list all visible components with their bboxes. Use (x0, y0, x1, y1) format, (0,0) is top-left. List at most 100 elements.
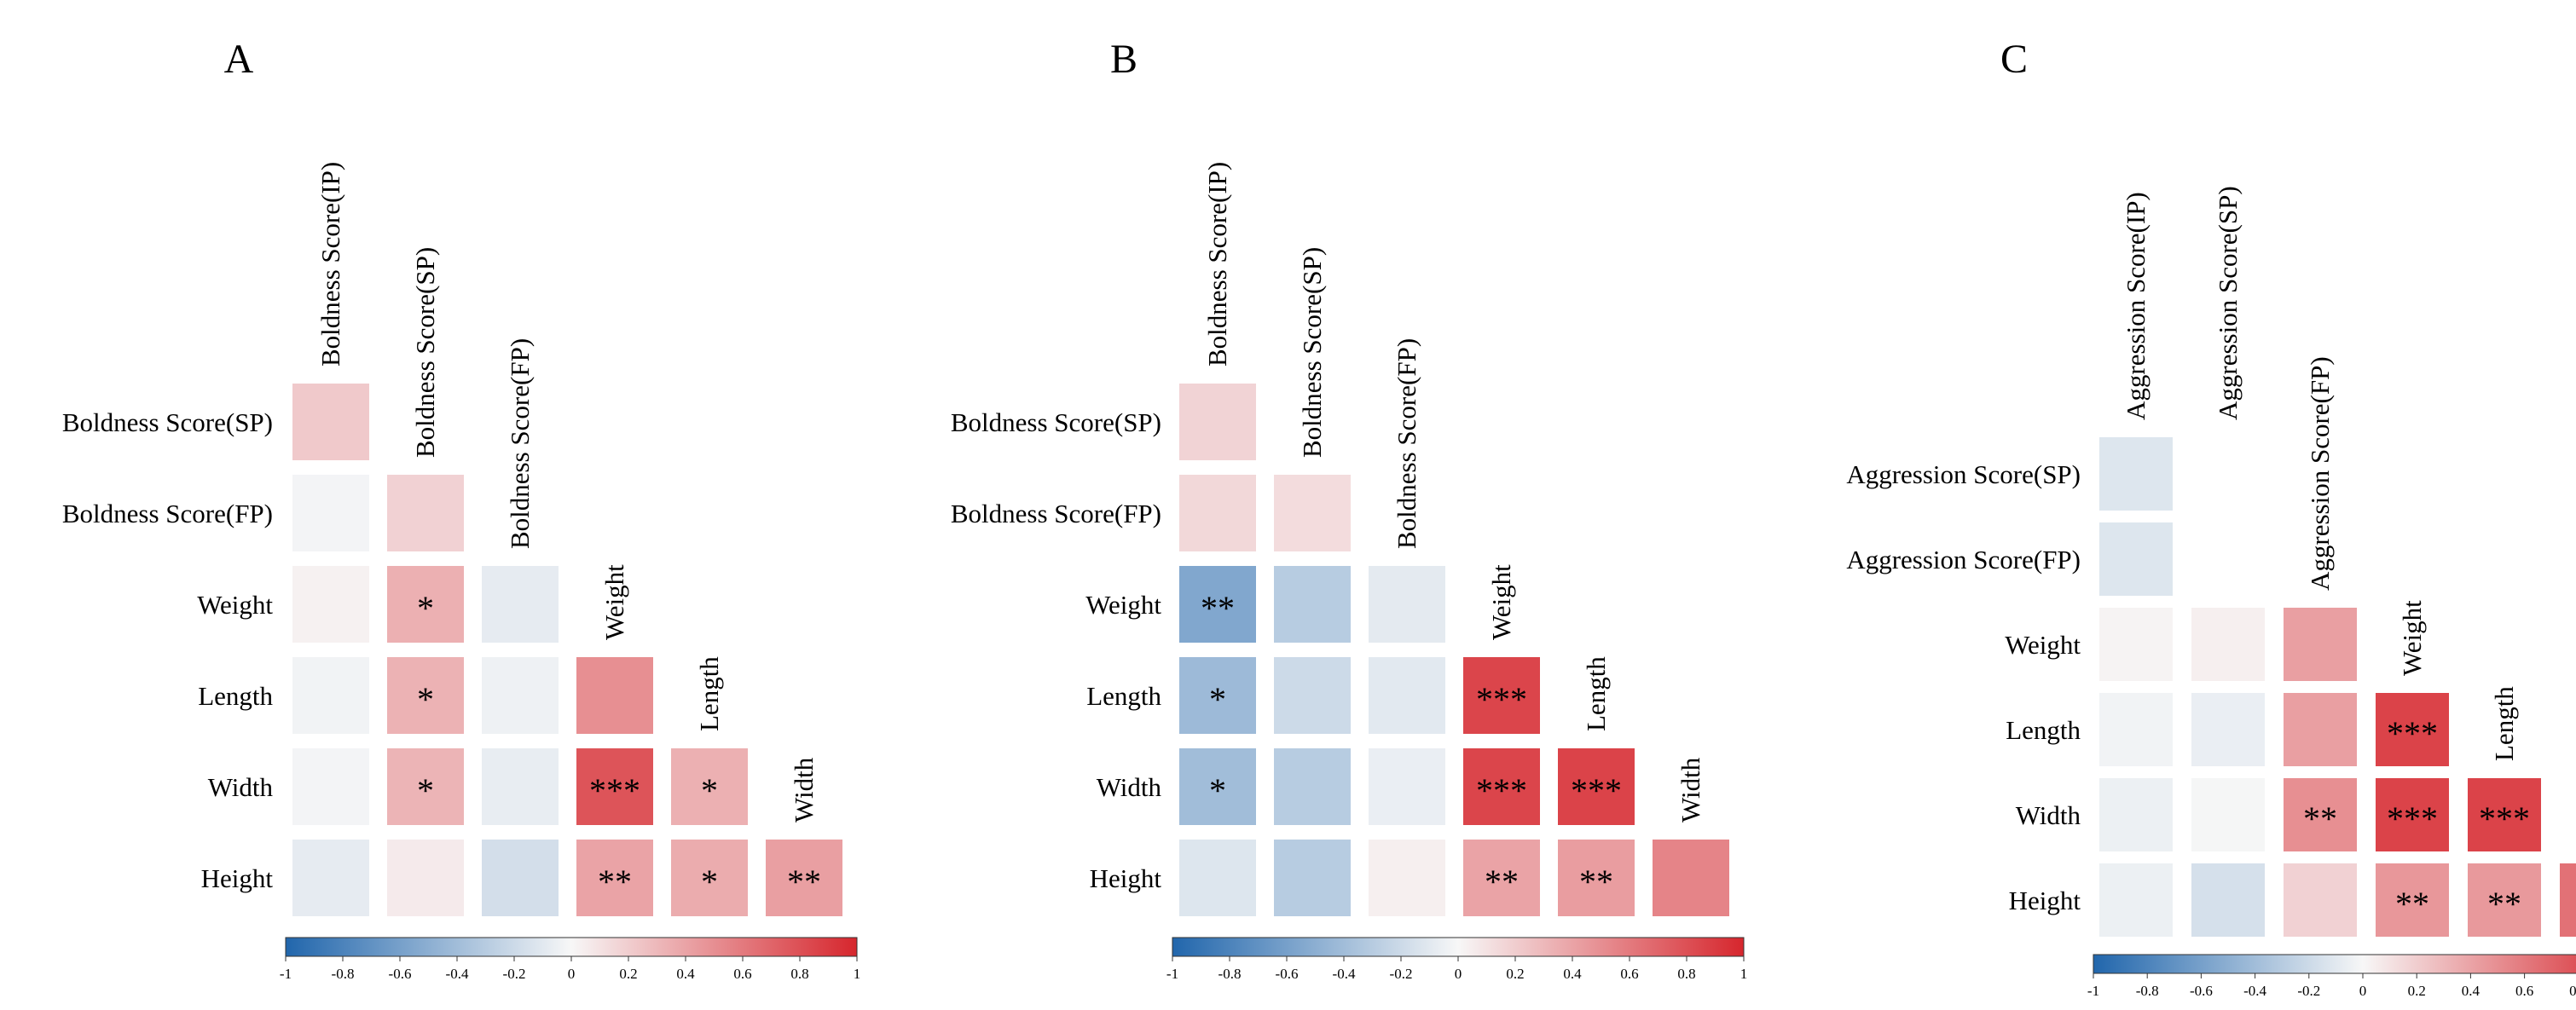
heatmap-cell (1179, 384, 1256, 460)
scale-tick-label: 0.2 (2408, 983, 2426, 999)
significance-mark: ** (787, 863, 821, 901)
significance-mark: ** (1485, 863, 1519, 901)
row-label: Width (208, 772, 274, 802)
heatmap-cell (671, 840, 748, 916)
heatmap-cell (1463, 748, 1540, 825)
row-label: Height (2009, 886, 2081, 915)
significance-mark: * (417, 589, 434, 627)
row-label: Aggression Score(SP) (1846, 459, 2081, 489)
col-label: Weight (2397, 600, 2427, 676)
scale-tick-label: 0.6 (2515, 983, 2533, 999)
row-label: Height (1090, 863, 1162, 893)
col-label: Boldness Score(SP) (1297, 247, 1327, 458)
col-label: Length (1581, 656, 1611, 731)
panel-label-a: A (224, 37, 254, 82)
row-label: Weight (1085, 590, 1161, 620)
heatmap-cell (387, 840, 464, 916)
row-label: Length (1086, 681, 1161, 711)
heatmap-cell (766, 840, 842, 916)
heatmap-cell (2284, 608, 2357, 681)
heatmap-cell (2376, 778, 2449, 851)
heatmap-cell (292, 840, 369, 916)
heatmap-cell (2191, 693, 2265, 766)
heatmap-cell (1653, 840, 1729, 916)
col-label: Boldness Score(SP) (410, 247, 440, 458)
significance-mark: *** (589, 771, 640, 810)
col-label: Weight (1486, 564, 1516, 640)
heatmap-cell (1179, 840, 1256, 916)
significance-mark: * (701, 771, 718, 810)
heatmap-cell (2099, 778, 2173, 851)
scale-tick-label: -1 (1166, 966, 1178, 982)
heatmap-cell (1369, 748, 1445, 825)
heatmap-cell (2191, 608, 2265, 681)
heatmap-cell (1558, 840, 1635, 916)
scale-tick-label: -0.6 (1276, 966, 1299, 982)
scale-tick-label: -0.8 (1219, 966, 1242, 982)
heatmap-cell (1274, 475, 1351, 551)
row-label: Boldness Score(SP) (62, 407, 273, 437)
significance-mark: *** (2387, 799, 2438, 838)
scale-tick-label: 0.8 (2569, 983, 2576, 999)
significance-mark: * (1209, 680, 1226, 719)
panel-label-b: B (1110, 37, 1137, 82)
scale-tick-label: 1 (1740, 966, 1748, 982)
heatmap-cell (1369, 657, 1445, 734)
scale-tick-label: -0.2 (2297, 983, 2320, 999)
heatmap-cell (1179, 566, 1256, 643)
heatmap-cell (1274, 566, 1351, 643)
color-scale-bar (1172, 937, 1745, 957)
row-label: Height (201, 863, 274, 893)
heatmap-cell (2191, 778, 2265, 851)
significance-mark: *** (1476, 771, 1527, 810)
heatmap-cell (1369, 566, 1445, 643)
col-label: Length (694, 656, 724, 731)
row-label: Weight (197, 590, 273, 620)
heatmap-cell (576, 840, 653, 916)
significance-mark: ** (2303, 799, 2337, 838)
col-label: Aggression Score(IP) (2121, 192, 2151, 420)
row-label: Width (1097, 772, 1162, 802)
heatmap-cell (1463, 657, 1540, 734)
heatmap-cell (2099, 693, 2173, 766)
row-label: Boldness Score(FP) (951, 499, 1161, 528)
heatmap-cell (482, 748, 559, 825)
row-label: Length (2006, 715, 2081, 745)
heatmap-cell (2284, 863, 2357, 937)
heatmap-cell (2191, 863, 2265, 937)
scale-tick-label: 0 (1455, 966, 1462, 982)
heatmap-cell (576, 657, 653, 734)
scale-tick-label: 0.4 (676, 966, 695, 982)
col-label: Boldness Score(FP) (505, 338, 535, 549)
heatmap-cell (387, 657, 464, 734)
col-label: Boldness Score(FP) (1392, 338, 1421, 549)
heatmap-cell (482, 657, 559, 734)
col-label: Weight (599, 564, 629, 640)
col-label: Boldness Score(IP) (315, 162, 345, 366)
row-label: Width (2016, 800, 2081, 830)
significance-mark: ** (598, 863, 632, 901)
significance-mark: ** (2487, 885, 2521, 923)
significance-mark: * (417, 680, 434, 719)
significance-mark: * (701, 863, 718, 901)
heatmap-cell (482, 840, 559, 916)
scale-tick-label: -0.2 (1390, 966, 1413, 982)
significance-mark: ** (1201, 589, 1235, 627)
significance-mark: *** (2387, 714, 2438, 753)
heatmap-cell (671, 748, 748, 825)
heatmap-cell (292, 384, 369, 460)
heatmap-cell (292, 657, 369, 734)
heatmap-cell (1179, 748, 1256, 825)
row-label: Weight (2005, 630, 2081, 660)
heatmap-cell (1179, 475, 1256, 551)
significance-mark: * (417, 771, 434, 810)
scale-tick-label: -0.2 (503, 966, 526, 982)
col-label: Width (1676, 757, 1705, 822)
heatmap-cell (1274, 840, 1351, 916)
heatmap-cell (2099, 522, 2173, 596)
scale-tick-label: 0.6 (733, 966, 751, 982)
scale-tick-label: -0.4 (2243, 983, 2266, 999)
scale-tick-label: 0.8 (1677, 966, 1695, 982)
heatmap-cell (292, 748, 369, 825)
color-scale-bar (285, 937, 858, 957)
